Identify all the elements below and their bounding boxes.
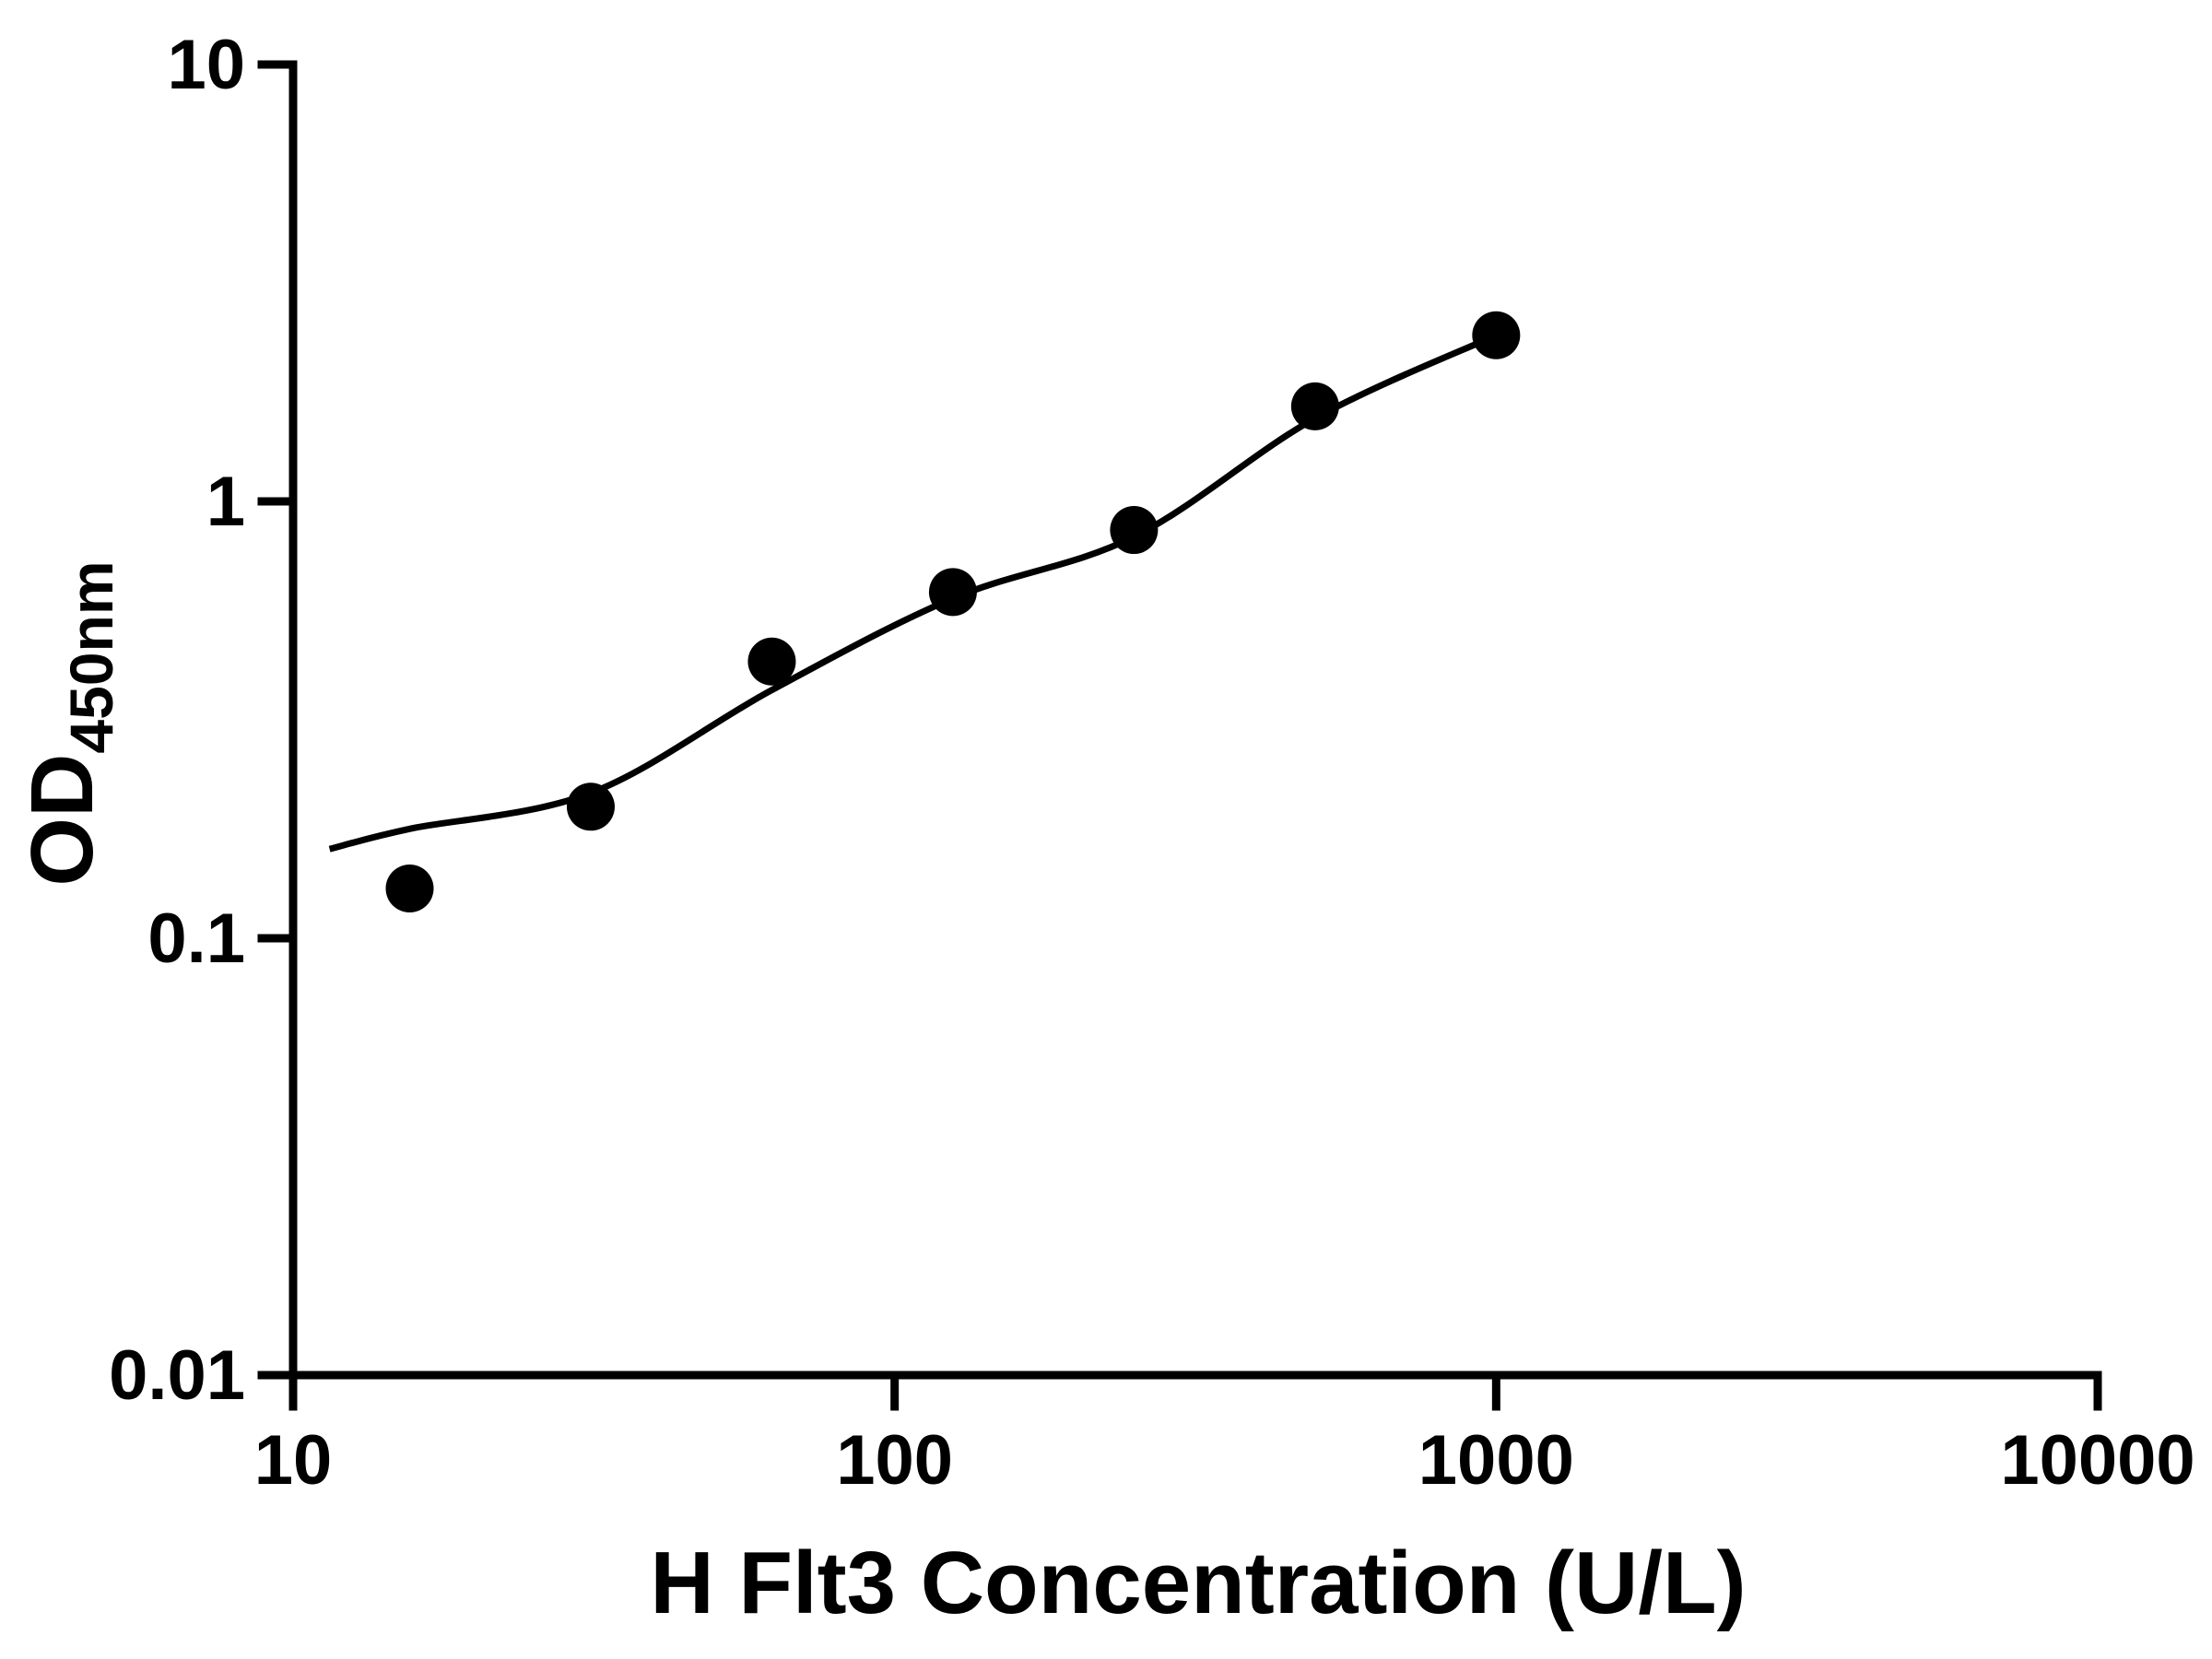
tick-label-layer: 10 100 1000 10000 0.01 0.1 1 10 (109, 26, 2195, 1500)
data-point-marker (385, 864, 434, 912)
data-point-marker (1110, 506, 1159, 555)
data-point-marker (1290, 382, 1339, 430)
data-point-marker (1472, 311, 1521, 359)
x-tick-label: 10000 (2000, 1421, 2194, 1500)
y-axis-title: OD450nm (13, 560, 125, 886)
x-tick-label: 100 (836, 1421, 953, 1500)
y-tick-label: 0.1 (147, 900, 245, 978)
axes-layer (257, 60, 2102, 1411)
x-tick-label: 1000 (1418, 1421, 1574, 1500)
y-tick-label: 1 (206, 463, 245, 541)
x-axis-title: H Flt3 Concentration (U/L) (650, 1534, 1746, 1632)
fit-curve-line (328, 332, 1498, 853)
y-tick-label: 10 (167, 26, 245, 104)
y-axis-title-sub: 450nm (57, 560, 125, 753)
data-point-marker (566, 782, 615, 831)
y-tick-label: 0.01 (109, 1336, 245, 1415)
y-axis-title-main: OD (13, 754, 112, 887)
data-point-marker (928, 568, 977, 617)
data-point-marker (747, 637, 796, 686)
data-layer (328, 311, 1521, 912)
x-tick-label: 10 (254, 1421, 333, 1500)
